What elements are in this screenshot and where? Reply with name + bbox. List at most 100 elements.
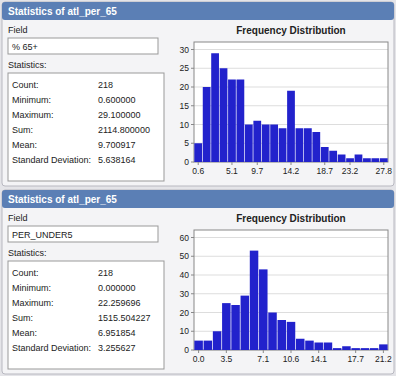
x-tick-label: 14.2 (283, 166, 300, 176)
y-tick-label: 30 (180, 45, 190, 55)
bar (371, 158, 379, 162)
statistic-name: Maximum: (12, 298, 54, 308)
bar (351, 348, 359, 350)
bar (259, 269, 267, 350)
field-box (8, 38, 158, 54)
statistic-name: Sum: (12, 125, 33, 135)
y-tick-label: 5 (184, 138, 189, 148)
bar (194, 341, 202, 350)
bar (270, 125, 278, 163)
x-tick-label: 10.6 (283, 354, 300, 364)
statistic-value: 29.100000 (98, 110, 141, 120)
statistics-label: Statistics: (8, 60, 47, 70)
y-tick-label: 40 (180, 270, 190, 280)
statistic-value: 5.638164 (98, 155, 136, 165)
bar (204, 341, 212, 350)
statistic-value: 2114.800000 (98, 125, 150, 135)
bar (228, 80, 236, 163)
bar (346, 158, 354, 162)
plot-frame (194, 42, 388, 162)
bar (333, 348, 341, 350)
panel: Statistics of atl_per_65 Field PER_UNDER5 S… (2, 190, 394, 374)
panel-background (2, 190, 394, 374)
field-value: PER_UNDER5 (12, 230, 73, 240)
window-title: Statistics of atl_per_65 (8, 194, 117, 205)
x-tick-label: 27.8 (376, 166, 393, 176)
x-tick-label: 0.0 (193, 354, 205, 364)
bar (329, 151, 337, 162)
window-title: Statistics of atl_per_65 (8, 6, 117, 17)
y-tick-label: 20 (180, 82, 190, 92)
statistic-name: Standard Deviation: (12, 343, 91, 353)
statistic-name: Minimum: (12, 283, 51, 293)
bar (312, 132, 320, 162)
statistic-value: 9.700917 (98, 140, 136, 150)
statistics-box (8, 73, 164, 181)
bar (211, 53, 219, 162)
x-tick-label: 18.7 (316, 166, 333, 176)
bar (287, 91, 295, 162)
bar (380, 158, 388, 162)
x-tick-label: 3.5 (220, 354, 232, 364)
figure: Statistics of atl_per_65 Field % 65+ Statis… (0, 0, 396, 376)
statistic-value: 3.255627 (98, 343, 136, 353)
title-bar (2, 190, 394, 208)
bar (321, 147, 329, 162)
bar (245, 125, 253, 163)
bar (262, 125, 270, 163)
field-value: % 65+ (12, 42, 38, 52)
bar (241, 296, 249, 350)
bar (355, 155, 363, 163)
statistic-name: Mean: (12, 328, 37, 338)
bar (194, 143, 202, 162)
x-tick-label: 7.1 (257, 354, 269, 364)
y-tick-label: 15 (180, 101, 190, 111)
statistic-value: 218 (98, 268, 113, 278)
x-tick-label: 21.2 (375, 354, 392, 364)
grid-line (194, 237, 388, 238)
x-tick-label: 23.2 (342, 166, 359, 176)
bar (304, 128, 312, 162)
y-tick-label: 0 (184, 345, 189, 355)
plot-frame (194, 230, 388, 350)
bar (279, 128, 287, 162)
statistic-name: Count: (12, 80, 39, 90)
chart-title: Frequency Distribution (236, 213, 345, 224)
bar (379, 344, 387, 350)
statistic-value: 0.000000 (98, 283, 136, 293)
plot-background (194, 42, 388, 162)
bar (231, 305, 239, 350)
x-tick-label: 0.6 (192, 166, 204, 176)
statistic-value: 6.951854 (98, 328, 136, 338)
y-tick-label: 50 (180, 251, 190, 261)
statistic-name: Count: (12, 268, 39, 278)
bar (342, 346, 350, 350)
statistic-value: 1515.504227 (98, 313, 151, 323)
bar (338, 155, 346, 163)
bar (237, 80, 245, 163)
bar (363, 158, 371, 162)
bar (296, 339, 304, 350)
field-label: Field (8, 213, 28, 223)
bar (296, 128, 304, 162)
grid-line (194, 256, 388, 257)
statistic-value: 218 (98, 80, 113, 90)
y-tick-label: 25 (180, 63, 190, 73)
bar (278, 320, 286, 350)
bar (222, 303, 230, 350)
y-tick-label: 0 (184, 157, 189, 167)
chart-title: Frequency Distribution (236, 25, 345, 36)
bars (194, 53, 387, 162)
statistic-name: Minimum: (12, 95, 51, 105)
statistics-box (8, 261, 164, 369)
statistic-name: Sum: (12, 313, 33, 323)
bar (220, 68, 228, 162)
y-tick-label: 20 (180, 308, 190, 318)
field-label: Field (8, 25, 28, 35)
bar (370, 348, 378, 350)
x-tick-label: 9.7 (251, 166, 263, 176)
bar (361, 348, 369, 350)
statistic-name: Maximum: (12, 110, 54, 120)
grid-line (194, 293, 388, 294)
bar (305, 341, 313, 350)
